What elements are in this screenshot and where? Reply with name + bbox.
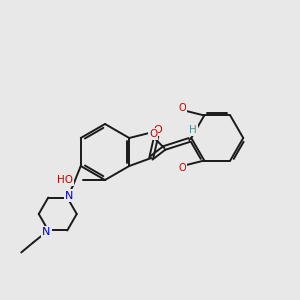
Text: O: O xyxy=(154,125,163,135)
Text: O: O xyxy=(178,103,186,113)
Text: O: O xyxy=(149,129,158,139)
Text: O: O xyxy=(178,163,186,172)
Text: N: N xyxy=(42,227,50,238)
Text: N: N xyxy=(65,190,74,200)
Text: H: H xyxy=(189,125,197,135)
Text: HO: HO xyxy=(57,175,73,185)
